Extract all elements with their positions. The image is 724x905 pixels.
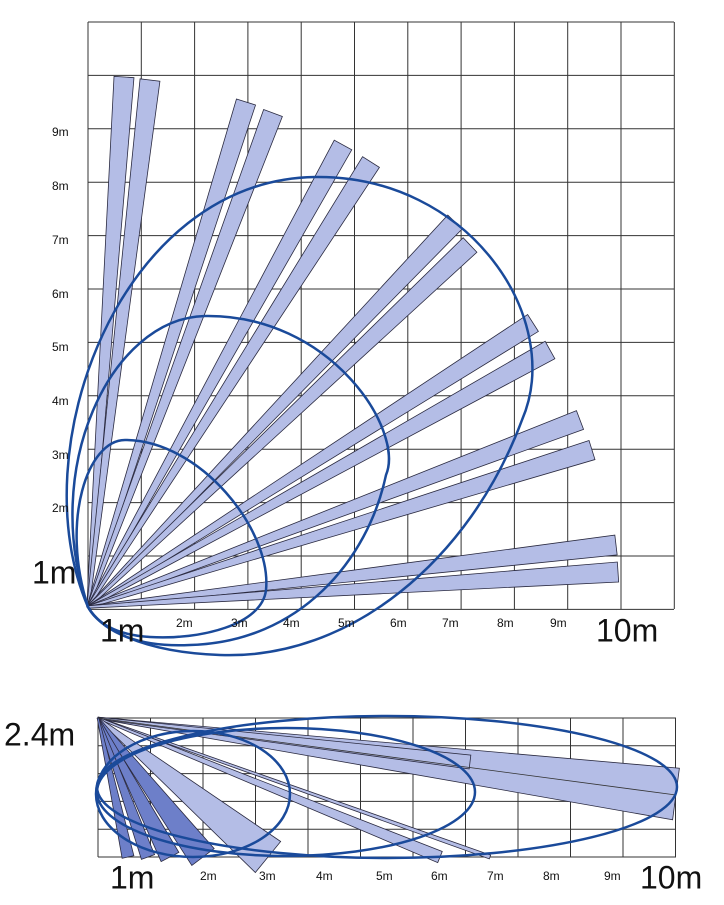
zone-small	[75, 438, 268, 639]
x-label: 9m	[604, 869, 621, 883]
y-label: 7m	[52, 233, 69, 247]
x-label: 8m	[497, 616, 514, 630]
x-label: 5m	[376, 869, 393, 883]
y-label: 6m	[52, 287, 69, 301]
x-label: 4m	[283, 616, 300, 630]
y-label: 4m	[52, 394, 69, 408]
x-label: 7m	[442, 616, 459, 630]
y-label: 2m	[52, 501, 69, 515]
y-label: 3m	[52, 448, 69, 462]
top-zones	[65, 175, 534, 657]
x-label: 8m	[543, 869, 560, 883]
x-label: 9m	[550, 616, 567, 630]
height-label: 2.4m	[4, 716, 75, 752]
y-label: 5m	[52, 340, 69, 354]
x-label: 10m	[596, 612, 658, 648]
x-label: 6m	[390, 616, 407, 630]
x-label: 1m	[100, 612, 144, 648]
bottom-beams	[96, 716, 680, 874]
zone-large	[65, 175, 534, 657]
labels: 9m 8m 7m 6m 5m 4m 3m 2m 1m 1m 2m 3m 4m 5m 6m 7m 8m 9m 10m 2…	[4, 125, 702, 895]
top-beams	[86, 75, 620, 609]
y-label: 8m	[52, 179, 69, 193]
zone-medium	[71, 314, 391, 647]
x-label: 10m	[640, 859, 702, 895]
y-label: 9m	[52, 125, 69, 139]
x-label: 6m	[431, 869, 448, 883]
x-label: 3m	[231, 616, 248, 630]
y-label: 1m	[32, 554, 76, 590]
x-label: 5m	[338, 616, 355, 630]
bottom-zones	[94, 714, 679, 860]
x-label: 2m	[200, 869, 217, 883]
zone-small	[94, 729, 292, 859]
x-label: 2m	[176, 616, 193, 630]
x-label: 7m	[487, 869, 504, 883]
x-label: 4m	[316, 869, 333, 883]
x-label: 1m	[110, 859, 154, 895]
x-label: 3m	[259, 869, 276, 883]
